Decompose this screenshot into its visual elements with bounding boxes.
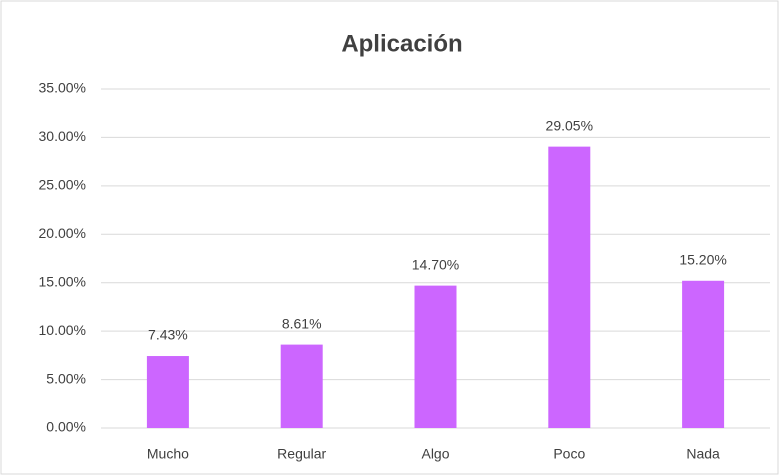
x-tick-label: Poco [553,446,585,462]
x-tick-label: Nada [686,446,720,462]
y-tick-label: 25.00% [39,177,86,193]
y-tick-label: 30.00% [39,128,86,144]
value-label: 14.70% [412,256,459,272]
value-label: 15.20% [679,251,726,267]
value-label: 8.61% [282,315,322,331]
y-tick-label: 10.00% [39,322,86,338]
y-tick-label: 35.00% [39,80,86,96]
x-tick-label: Algo [421,446,449,462]
value-label: 7.43% [148,327,188,343]
bar [682,280,725,428]
bar [548,146,591,428]
bar [146,356,189,428]
y-tick-label: 5.00% [46,370,86,386]
bar [414,285,457,428]
bar [280,344,323,428]
value-label: 29.05% [546,117,593,133]
chart-title: Aplicación [341,30,462,57]
y-tick-label: 20.00% [39,225,86,241]
x-tick-label: Mucho [147,446,189,462]
x-tick-label: Regular [277,446,326,462]
y-tick-label: 0.00% [46,419,86,435]
y-tick-label: 15.00% [39,273,86,289]
